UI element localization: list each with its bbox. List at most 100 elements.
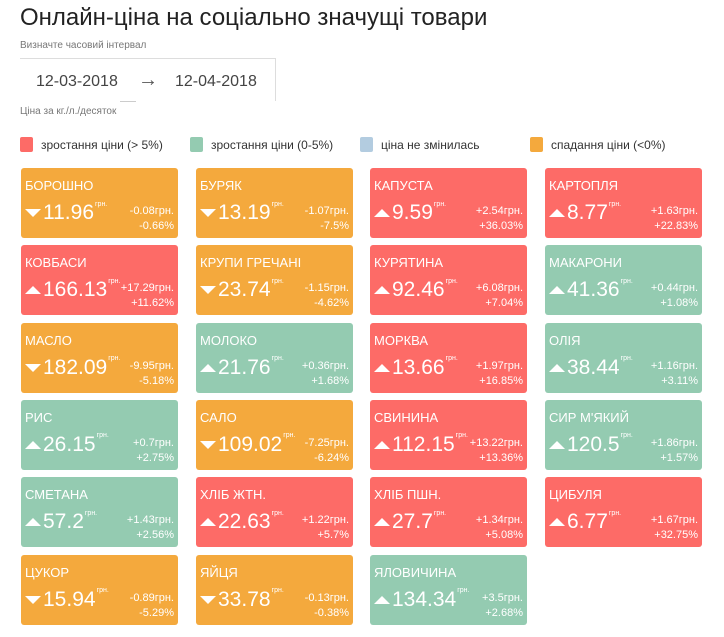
product-price: 38.44 грн. — [549, 355, 633, 380]
product-card[interactable]: МАСЛО 182.09 грн. -9.95грн. -5.18% — [21, 322, 178, 393]
product-name: ХЛІБ ЖТН. — [200, 487, 267, 503]
triangle-up-icon — [25, 286, 41, 295]
triangle-up-icon — [549, 440, 565, 449]
product-card[interactable]: КАРТОПЛЯ 8.77 грн. +1.63грн. +22.83% — [545, 168, 702, 238]
product-name: ХЛІБ ПШН. — [374, 487, 442, 503]
product-price: 27.7 грн. — [374, 510, 446, 534]
change-percent: +11.62% — [131, 297, 174, 310]
triangle-up-icon — [549, 518, 565, 527]
product-card[interactable]: ХЛІБ ПШН. 27.7 грн. +1.34грн. +5.08% — [370, 477, 527, 548]
currency-unit: грн. — [271, 355, 284, 363]
currency-unit: грн. — [455, 432, 468, 440]
product-name: РИС — [25, 409, 53, 425]
price-value: 22.63 — [218, 510, 271, 534]
product-card[interactable]: РИС 26.15 грн. +0.7грн. +2.75% — [21, 399, 178, 470]
product-card[interactable]: ЦУКОР 15.94 грн. -0.89грн. -5.29% — [21, 554, 178, 625]
price-value: 9.59 — [392, 201, 433, 224]
product-card[interactable]: СИР М'ЯКИЙ 120.5 грн. +1.86грн. +1.57% — [545, 399, 702, 470]
currency-unit: грн. — [620, 432, 633, 440]
change-amount: +1.86грн. — [650, 436, 698, 449]
currency-unit: грн. — [445, 277, 458, 285]
price-change: +1.34грн. +5.08% — [476, 513, 523, 543]
product-card[interactable]: ХЛІБ ЖТН. 22.63 грн. +1.22грн. +5.7% — [196, 477, 353, 548]
price-value: 13.19 — [218, 201, 271, 224]
legend-item: спадання ціни (<0%) — [530, 137, 665, 152]
change-amount: +13.22грн. — [469, 436, 523, 449]
price-value: 21.76 — [218, 355, 271, 379]
product-card[interactable]: ЯЛОВИЧИНА 134.34 грн. +3.5грн. +2.68% — [370, 554, 527, 625]
product-card[interactable]: СМЕТАНА 57.2 грн. +1.43грн. +2.56% — [21, 477, 178, 548]
product-name: БОРОШНО — [25, 178, 94, 193]
page-title: Онлайн-ціна на соціально значущі товари — [20, 4, 488, 31]
product-price: 120.5 грн. — [549, 432, 633, 457]
product-name: СВИНИНА — [374, 409, 439, 425]
currency-unit: грн. — [271, 509, 284, 517]
product-card[interactable]: ЯЙЦЯ 33.78 грн. -0.13грн. -0.38% — [196, 554, 353, 625]
legend-label: спадання ціни (<0%) — [551, 137, 666, 152]
product-card[interactable]: МОЛОКО 21.76 грн. +0.36грн. +1.68% — [196, 322, 353, 393]
product-price: 13.66 грн. — [374, 355, 458, 380]
price-value: 8.77 — [567, 201, 608, 224]
product-card[interactable]: СВИНИНА 112.15 грн. +13.22грн. +13.36% — [370, 399, 527, 470]
date-to-input[interactable]: 12-04-2018 — [175, 73, 257, 90]
product-name: КУРЯТИНА — [374, 255, 444, 271]
price-change: +1.63грн. +22.83% — [651, 204, 698, 234]
date-from-input[interactable]: 12-03-2018 — [36, 73, 118, 90]
change-percent: +3.11% — [661, 374, 698, 387]
currency-unit: грн. — [445, 355, 458, 363]
product-name: ЯЛОВИЧИНА — [374, 564, 457, 580]
price-value: 109.02 — [218, 432, 283, 456]
product-card[interactable]: ЦИБУЛЯ 6.77 грн. +1.67грн. +32.75% — [545, 477, 702, 548]
change-percent: +1.57% — [660, 451, 698, 464]
legend-swatch — [190, 137, 203, 152]
currency-unit: грн. — [96, 432, 109, 440]
change-amount: +17.29грн. — [120, 282, 174, 295]
change-amount: -0.13грн. — [304, 591, 349, 604]
product-card[interactable]: КУРЯТИНА 92.46 грн. +6.08грн. +7.04% — [370, 245, 527, 316]
product-card[interactable]: КАПУСТА 9.59 грн. +2.54грн. +36.03% — [370, 168, 527, 238]
product-card[interactable]: КРУПИ ГРЕЧАНІ 23.74 грн. -1.15грн. -4.62% — [196, 245, 353, 316]
legend-swatch — [530, 137, 543, 152]
change-percent: +16.85% — [479, 374, 523, 387]
product-price: 166.13 грн. — [25, 278, 121, 302]
product-card[interactable]: БОРОШНО 11.96 грн. -0.08грн. -0.66% — [21, 168, 178, 238]
currency-unit: грн. — [608, 509, 622, 517]
product-name: КАПУСТА — [374, 178, 433, 193]
change-percent: -7.5% — [320, 220, 349, 232]
product-card[interactable]: САЛО 109.02 грн. -7.25грн. -6.24% — [196, 399, 353, 470]
legend-swatch — [360, 137, 373, 152]
price-change: -0.08грн. -0.66% — [130, 204, 174, 234]
triangle-up-icon — [374, 286, 390, 295]
change-percent: +2.68% — [485, 606, 523, 619]
change-amount: +2.54грн. — [475, 205, 523, 217]
price-value: 92.46 — [392, 278, 445, 302]
price-value: 134.34 — [392, 587, 457, 611]
change-amount: -1.07грн. — [304, 205, 349, 217]
currency-unit: грн. — [108, 277, 121, 285]
price-change: -9.95грн. -5.18% — [130, 359, 174, 389]
triangle-down-icon — [200, 595, 216, 604]
currency-unit: грн. — [608, 200, 622, 208]
change-amount: +0.44грн. — [650, 282, 698, 295]
product-card[interactable]: ОЛІЯ 38.44 грн. +1.16грн. +3.11% — [545, 322, 702, 393]
price-change: -0.89грн. -5.29% — [130, 591, 174, 621]
triangle-up-icon — [200, 363, 216, 372]
change-percent: +36.03% — [479, 220, 523, 232]
product-card[interactable]: МОРКВА 13.66 грн. +1.97грн. +16.85% — [370, 322, 527, 393]
change-percent: +7.04% — [485, 297, 523, 310]
price-change: -1.15грн. -4.62% — [305, 281, 349, 311]
product-name: КАРТОПЛЯ — [549, 178, 619, 193]
product-card[interactable]: МАКАРОНИ 41.36 грн. +0.44грн. +1.08% — [545, 245, 702, 316]
product-price: 21.76 грн. — [200, 355, 284, 380]
product-card[interactable]: КОВБАСИ 166.13 грн. +17.29грн. +11.62% — [21, 245, 178, 316]
currency-unit: грн. — [96, 587, 109, 594]
triangle-up-icon — [25, 440, 41, 449]
product-price: 134.34 грн. — [374, 587, 470, 612]
price-value: 120.5 — [567, 432, 620, 456]
divider — [120, 101, 136, 102]
product-price: 23.74 грн. — [200, 278, 284, 302]
product-card[interactable]: БУРЯК 13.19 грн. -1.07грн. -7.5% — [196, 168, 353, 238]
price-value: 11.96 — [43, 201, 94, 224]
change-percent: -6.24% — [314, 451, 349, 464]
